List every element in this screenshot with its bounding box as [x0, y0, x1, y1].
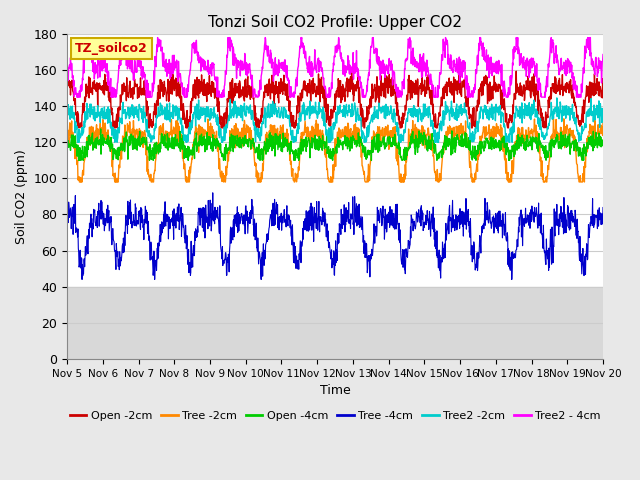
- Y-axis label: Soil CO2 (ppm): Soil CO2 (ppm): [15, 149, 28, 244]
- X-axis label: Time: Time: [320, 384, 351, 397]
- Legend: Open -2cm, Tree -2cm, Open -4cm, Tree -4cm, Tree2 -2cm, Tree2 - 4cm: Open -2cm, Tree -2cm, Open -4cm, Tree -4…: [65, 407, 605, 426]
- Title: Tonzi Soil CO2 Profile: Upper CO2: Tonzi Soil CO2 Profile: Upper CO2: [208, 15, 462, 30]
- Bar: [67, 287, 603, 359]
- Text: TZ_soilco2: TZ_soilco2: [75, 42, 148, 55]
